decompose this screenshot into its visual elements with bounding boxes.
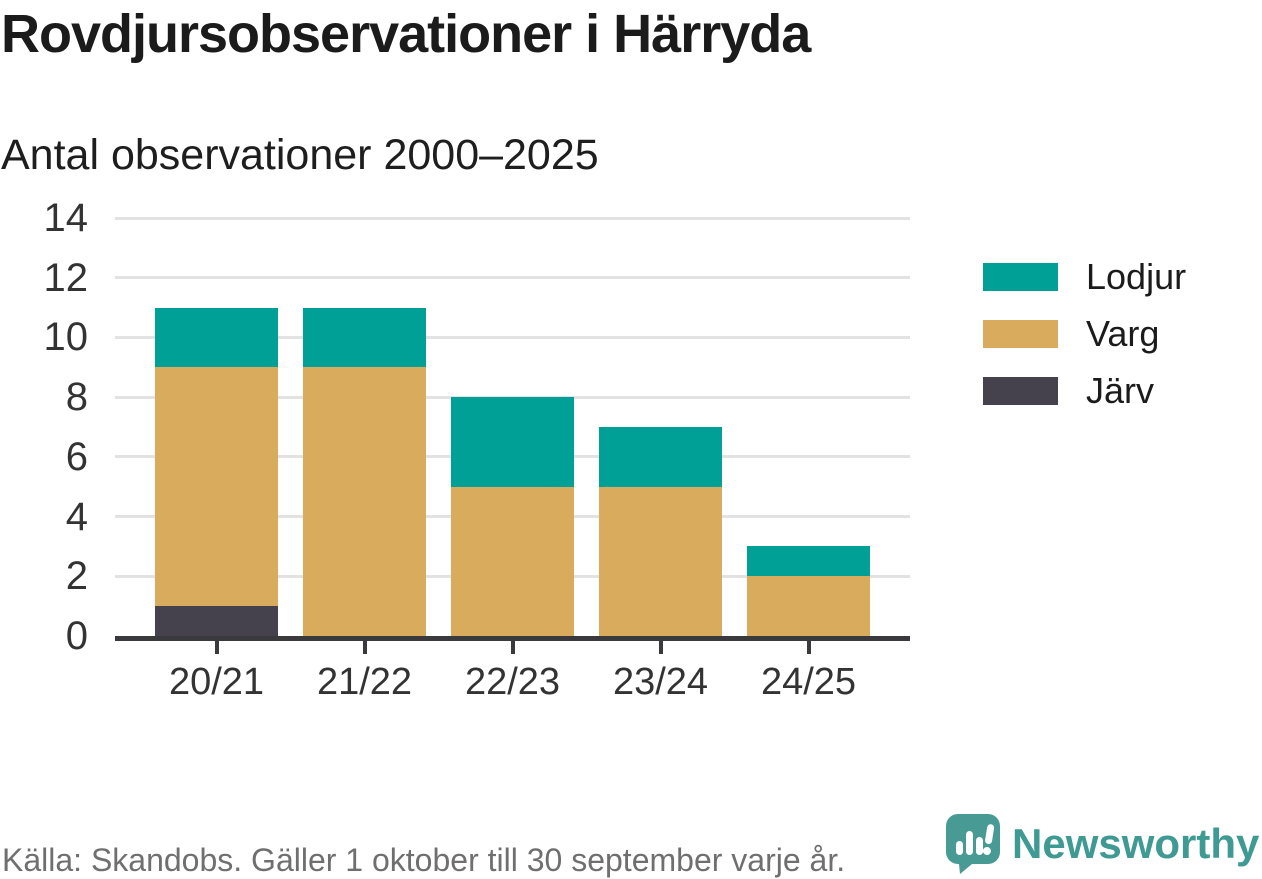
bar-22-23-lodjur [451,397,574,487]
x-tick-mark-21-22 [362,641,367,654]
bar-20-21-lodjur [155,307,278,368]
y-tick-label-4: 4 [65,494,88,539]
y-tick-label-10: 10 [43,315,89,360]
logo-bar-2 [966,831,973,855]
gridline-y10 [115,335,910,339]
bar-24-25-varg [747,576,870,636]
chart-subtitle: Antal observationer 2000–2025 [1,131,599,179]
bar-23-24-varg [599,486,722,636]
bar-23-24-lodjur [599,427,722,487]
logo-bar-3 [976,837,983,855]
x-tick-label-20-21: 20/21 [168,661,265,703]
legend-swatch-järv [983,377,1058,405]
logo-bar-1 [956,841,963,855]
bar-22-23-varg [451,486,574,636]
legend-label-varg: Varg [1086,313,1160,354]
legend-item-varg: Varg [983,316,1186,352]
brand-name: Newsworthy [1012,820,1260,867]
gridline-y12 [115,276,910,280]
y-tick-label-0: 0 [65,614,88,658]
legend-item-järv: Järv [983,373,1186,409]
y-tick-label-6: 6 [65,434,88,479]
x-tick-mark-24-25 [806,641,811,654]
y-axis-labels: 0 2 4 6 8 10 12 14 [0,198,89,656]
source-note: Källa: Skandobs. Gäller 1 oktober till 3… [2,842,846,878]
y-tick-label-2: 2 [65,554,88,599]
x-tick-mark-23-24 [658,641,663,654]
legend-item-lodjur: Lodjur [983,259,1186,295]
x-tick-mark-22-23 [510,641,515,654]
bar-24-25-lodjur [747,546,870,577]
brand: Newsworthy [946,814,1259,874]
legend-label-järv: Järv [1086,370,1155,411]
bar-20-21-järv [155,606,278,636]
x-tick-label-24-25: 24/25 [760,661,857,703]
y-tick-label-12: 12 [43,255,89,300]
x-axis: 20/21 21/22 22/23 23/24 24/25 [115,641,910,711]
x-tick-label-21-22: 21/22 [316,661,413,703]
x-tick-mark-20-21 [214,641,219,654]
legend-label-lodjur: Lodjur [1086,256,1187,297]
logo-exclamation-dot [982,846,991,855]
bar-21-22-varg [303,367,426,636]
plot-area [115,216,910,641]
bar-21-22-lodjur [303,307,426,368]
newsworthy-logo-icon [946,814,1000,874]
legend-swatch-lodjur [983,263,1058,291]
x-tick-label-22-23: 22/23 [464,661,561,703]
bar-20-21-varg [155,367,278,607]
y-tick-label-8: 8 [65,375,88,420]
legend-swatch-varg [983,320,1058,348]
y-tick-label-14: 14 [43,196,89,240]
legend: Lodjur Varg Järv [983,259,1186,434]
chart-title: Rovdjursobservationer i Härryda [1,4,811,64]
gridline-y14 [115,216,910,220]
x-tick-label-23-24: 23/24 [612,661,709,703]
logo-exclamation-bar [985,824,995,845]
